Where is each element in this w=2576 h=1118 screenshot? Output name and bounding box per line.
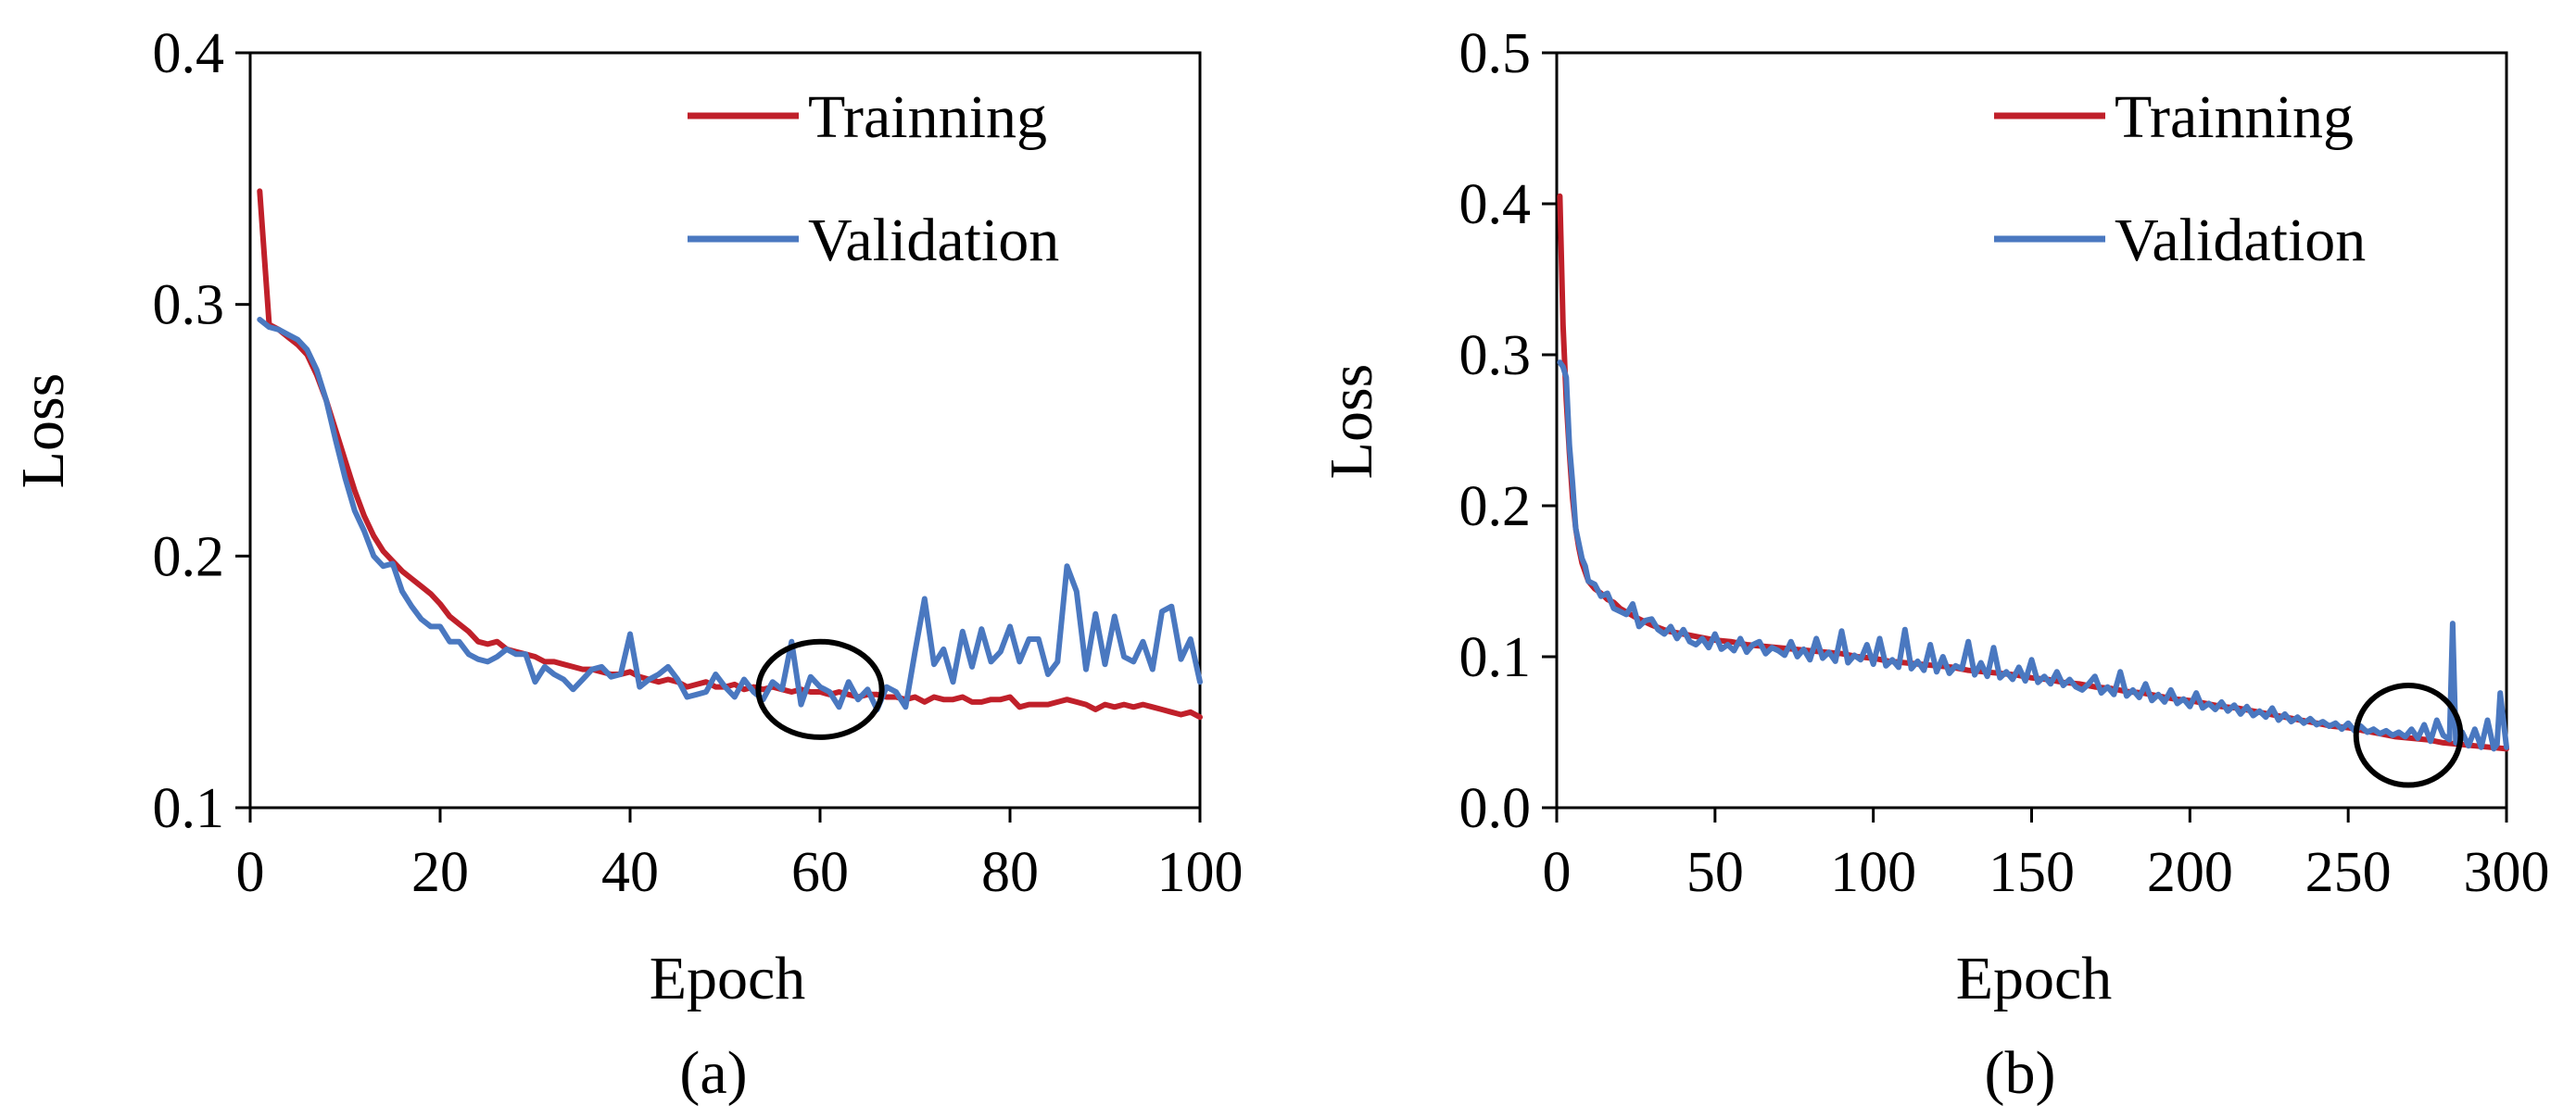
panel-b-annotation-circle xyxy=(2353,682,2464,788)
panel-b-ytick-label: 0.3 xyxy=(1459,324,1532,387)
panel-a-caption: (a) xyxy=(679,1039,747,1107)
panel-b-xtick-label: 0 xyxy=(1543,841,1572,904)
panel-b-xtick-label: 200 xyxy=(2147,841,2233,904)
panel-a-xtick-label: 80 xyxy=(981,841,1039,904)
panel-a-xlabel: Epoch xyxy=(650,945,806,1012)
panel-b-plot-frame xyxy=(1555,51,2508,810)
panel-a-annotation-circle xyxy=(755,638,885,740)
panel-b-ytick-label: 0.4 xyxy=(1459,173,1532,236)
panel-a-plot-frame xyxy=(248,51,1202,810)
panel-b: Loss Epoch (b) Trainning Validation 0.00… xyxy=(1318,22,2550,1107)
panel-a-ytick-label: 0.3 xyxy=(153,274,225,337)
panel-b-xtick-label: 100 xyxy=(1830,841,1916,904)
panel-b-ytick-label: 0.5 xyxy=(1459,22,1532,85)
panel-b-legend: Trainning Validation xyxy=(1994,83,2366,274)
panel-a-series-trainning-line xyxy=(257,188,1203,721)
panel-b-legend-label-training: Trainning xyxy=(2115,83,2354,151)
panel-b-ytick-label: 0.0 xyxy=(1459,777,1532,840)
panel-a-xtick-label: 0 xyxy=(236,841,265,904)
panel-a-xtick-label: 100 xyxy=(1157,841,1244,904)
panel-b-xtick-label: 50 xyxy=(1686,841,1744,904)
panel-a-series-validation-line xyxy=(257,317,1203,712)
panel-a-ytick-label: 0.4 xyxy=(153,22,225,85)
panel-b-caption: (b) xyxy=(1985,1039,2056,1107)
panel-a-xtick-label: 40 xyxy=(601,841,659,904)
panel-b-xtick-label: 250 xyxy=(2305,841,2392,904)
panel-a-legend: Trainning Validation xyxy=(688,83,1059,274)
panel-a: Loss Epoch (a) Trainning Validation 0.10… xyxy=(9,22,1244,1107)
panel-a-ytick-label: 0.1 xyxy=(153,777,225,840)
panel-a-xtick-label: 20 xyxy=(411,841,469,904)
panel-b-xtick-label: 300 xyxy=(2464,841,2550,904)
panel-a-ytick-label: 0.2 xyxy=(153,525,225,588)
panel-b-xlabel: Epoch xyxy=(1956,945,2113,1012)
panel-a-legend-label-training: Trainning xyxy=(808,83,1047,151)
panel-b-ytick-label: 0.1 xyxy=(1459,626,1532,689)
panel-a-ylabel: Loss xyxy=(9,373,77,489)
panel-a-legend-label-validation: Validation xyxy=(808,207,1059,274)
panel-b-ytick-label: 0.2 xyxy=(1459,475,1532,538)
panel-b-legend-label-validation: Validation xyxy=(2115,207,2366,274)
panel-b-xtick-label: 150 xyxy=(1989,841,2075,904)
panel-a-xtick-label: 60 xyxy=(791,841,849,904)
panel-b-series-validation-line xyxy=(1557,359,2509,752)
panel-b-ylabel: Loss xyxy=(1318,364,1385,480)
